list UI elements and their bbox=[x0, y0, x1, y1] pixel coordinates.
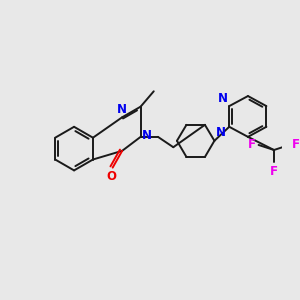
Text: N: N bbox=[218, 92, 228, 105]
Text: N: N bbox=[142, 129, 152, 142]
Text: F: F bbox=[248, 139, 256, 152]
Text: O: O bbox=[106, 170, 116, 183]
Text: N: N bbox=[215, 126, 226, 140]
Text: N: N bbox=[117, 103, 127, 116]
Text: F: F bbox=[270, 164, 278, 178]
Text: F: F bbox=[292, 139, 300, 152]
